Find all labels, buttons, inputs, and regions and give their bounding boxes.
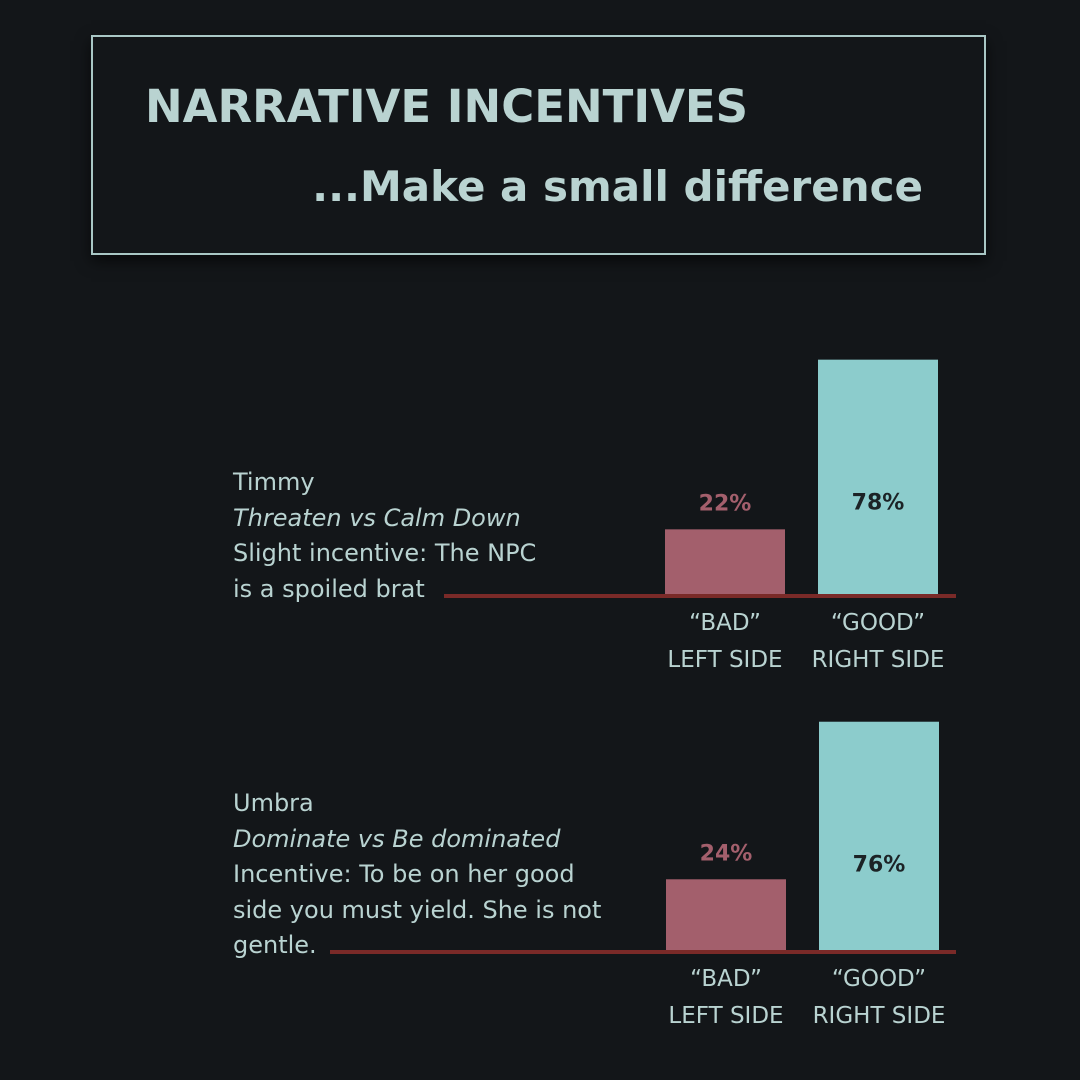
chart-1-bar-bad bbox=[665, 529, 785, 596]
chart-2-desc-line: gentle. bbox=[233, 931, 317, 959]
chart-1-subtitle: Threaten vs Calm Down bbox=[233, 503, 521, 532]
chart-2-description: Umbra Dominate vs Be dominated Incentive… bbox=[233, 786, 601, 964]
chart-1-description: Timmy Threaten vs Calm Down Slight incen… bbox=[233, 465, 536, 607]
chart-1-title: Timmy bbox=[233, 468, 315, 496]
chart-1-desc-line: is a spoiled brat bbox=[233, 574, 425, 603]
chart-2-category-label: LEFT SIDE bbox=[668, 1003, 783, 1029]
chart-1-category-label: “BAD” bbox=[689, 610, 761, 636]
chart-2-value-label: 76% bbox=[853, 853, 906, 878]
chart-2-category-label: RIGHT SIDE bbox=[813, 1003, 946, 1029]
chart-1-category-label: “GOOD” bbox=[831, 610, 925, 636]
title-box bbox=[91, 35, 986, 255]
chart-1-category-label: RIGHT SIDE bbox=[812, 647, 945, 673]
chart-2-bar-bad bbox=[666, 879, 786, 952]
chart-1-value-label: 22% bbox=[699, 491, 752, 516]
chart-2-value-label: 24% bbox=[700, 841, 753, 866]
chart-1-bar-good bbox=[818, 359, 938, 596]
chart-1-category-label: LEFT SIDE bbox=[667, 647, 782, 673]
page-subtitle: ...Make a small difference bbox=[312, 162, 923, 211]
page-title: NARRATIVE INCENTIVES bbox=[145, 80, 749, 133]
chart-2-subtitle: Dominate vs Be dominated bbox=[233, 824, 561, 853]
chart-2-title: Umbra bbox=[233, 789, 314, 817]
chart-2-bar-good bbox=[819, 721, 939, 952]
chart-1-value-label: 78% bbox=[852, 491, 905, 516]
chart-2-category-label: “BAD” bbox=[690, 966, 762, 992]
chart-2-category-label: “GOOD” bbox=[832, 966, 926, 992]
chart-2-desc-line: side you must yield. She is not bbox=[233, 895, 602, 924]
chart-2-desc-line: Incentive: To be on her good bbox=[233, 860, 575, 888]
chart-1-desc-line: Slight incentive: The NPC bbox=[233, 539, 537, 567]
